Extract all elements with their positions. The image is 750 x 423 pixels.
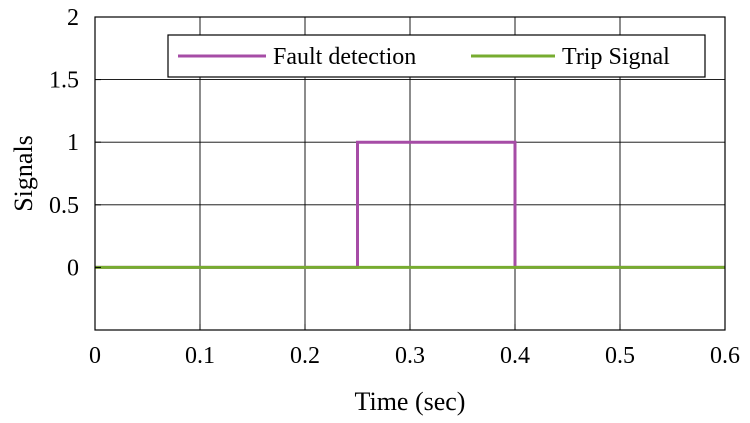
y-tick-label: 0.5 <box>49 193 79 219</box>
legend: Fault detection Trip Signal <box>167 34 706 78</box>
y-tick-label: 1.5 <box>49 68 79 94</box>
x-tick-label: 0.5 <box>605 343 635 369</box>
series-layer <box>95 140 725 269</box>
y-tick-label: 1 <box>67 130 79 156</box>
x-tick-label: 0.1 <box>185 343 215 369</box>
legend-label: Fault detection <box>273 44 416 70</box>
x-tick-label: 0.3 <box>395 343 425 369</box>
y-tick-label: 0 <box>67 255 79 281</box>
x-tick-label: 0.6 <box>710 343 740 369</box>
tick-labels: 0 0.1 0.2 0.3 0.4 0.5 0.6 0 0.5 1 1.5 2 <box>49 5 740 369</box>
x-tick-label: 0.4 <box>500 343 530 369</box>
ticks <box>94 16 726 330</box>
x-axis-label: Time (sec) <box>355 387 466 416</box>
legend-label: Trip Signal <box>562 44 670 70</box>
y-axis-label: Signals <box>9 135 38 212</box>
y-tick-label: 2 <box>67 5 79 31</box>
x-tick-label: 0 <box>89 343 101 369</box>
x-tick-label: 0.2 <box>290 343 320 369</box>
